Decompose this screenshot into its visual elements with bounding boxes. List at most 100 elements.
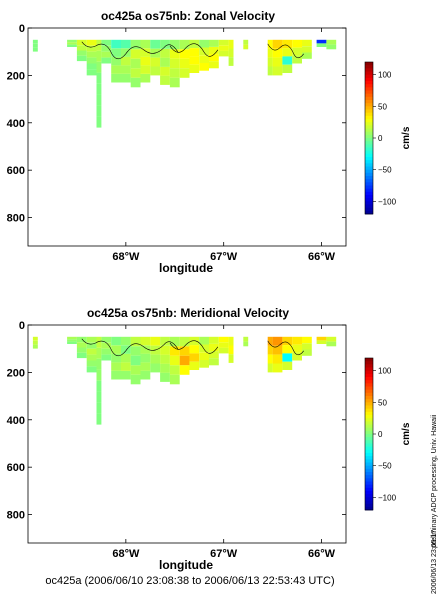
colorbar-segment	[365, 373, 373, 378]
velocity-cell	[272, 39, 283, 49]
colorbar-segment	[365, 119, 373, 123]
colorbar-tick-label: 50	[378, 102, 387, 111]
velocity-cell	[86, 69, 97, 76]
velocity-cell	[86, 39, 97, 46]
velocity-cell	[86, 63, 97, 70]
velocity-cell	[67, 39, 77, 43]
colorbar-segment	[365, 459, 373, 463]
x-tick-label: 66°W	[308, 251, 336, 263]
contour-line	[267, 340, 304, 356]
colorbar-segment	[365, 71, 373, 76]
velocity-cell	[267, 354, 273, 364]
colorbar-segment	[365, 383, 373, 387]
velocity-cell	[111, 39, 121, 49]
colorbar-segment	[365, 163, 373, 167]
velocity-cell	[302, 39, 312, 47]
velocity-cell	[76, 352, 87, 359]
colorbar-segment	[365, 377, 373, 381]
colorbar-segment	[365, 138, 373, 142]
velocity-cell	[96, 347, 102, 359]
colorbar-segment	[365, 472, 373, 476]
velocity-cell	[228, 336, 234, 346]
velocity-cell	[67, 341, 77, 344]
y-tick-label: 600	[7, 462, 25, 474]
velocity-cell	[189, 56, 200, 65]
velocity-cell	[169, 68, 180, 78]
x-tick-label: 67°W	[210, 251, 238, 263]
velocity-cell	[292, 352, 302, 361]
colorbar-tick-label: 0	[378, 430, 383, 439]
colorbar-segment	[365, 440, 373, 444]
plot-frame	[27, 27, 347, 247]
velocity-cell	[282, 353, 293, 362]
colorbar-segment	[365, 392, 373, 397]
velocity-cell	[67, 42, 77, 45]
velocity-cell	[121, 48, 131, 57]
velocity-cell	[218, 50, 229, 57]
y-tick-label: 0	[19, 23, 25, 35]
colorbar-segment	[365, 169, 373, 174]
velocity-cell	[160, 372, 170, 382]
velocity-cell	[243, 39, 249, 45]
velocity-cell	[101, 39, 112, 46]
velocity-cell	[150, 66, 161, 76]
colorbar-segment	[365, 443, 373, 448]
x-axis: 68°W 67°W 66°W	[112, 28, 336, 263]
velocity-cell	[130, 355, 141, 366]
chart-title: oc425a os75nb: Zonal Velocity	[101, 9, 275, 23]
colorbar-segment	[365, 122, 373, 126]
colorbar: 100 50 0 −50 −100 cm/s	[364, 61, 412, 215]
velocity-cell	[160, 354, 170, 364]
velocity-cell	[86, 336, 97, 343]
velocity-cell	[150, 39, 161, 49]
velocity-cell	[316, 39, 327, 44]
velocity-cell	[130, 68, 141, 78]
velocity-cell	[111, 65, 121, 74]
velocity-cell	[96, 116, 102, 128]
velocity-cell	[150, 336, 161, 346]
velocity-cell	[209, 39, 219, 47]
velocity-cell	[179, 68, 190, 78]
colorbar-segment	[365, 191, 373, 196]
velocity-cell	[179, 49, 190, 59]
colorbar-label: cm/s	[401, 126, 412, 149]
y-tick-label: 200	[7, 70, 25, 82]
velocity-cell	[316, 340, 327, 344]
colorbar-segment	[365, 188, 373, 193]
velocity-cell	[282, 64, 293, 73]
colorbar-segment	[365, 484, 373, 489]
colorbar-tick-label: 100	[378, 367, 392, 376]
colorbar-segment	[365, 144, 373, 148]
velocity-cell	[179, 365, 190, 375]
velocity-cell	[140, 56, 151, 66]
velocity-cell	[179, 39, 190, 50]
colorbar-segment	[365, 81, 373, 85]
velocity-cell	[76, 45, 87, 51]
timestamp: 2006/06/13 23:05:17	[431, 530, 438, 594]
velocity-cell	[140, 74, 151, 83]
colorbar-segment	[365, 370, 373, 375]
colorbar-segment	[365, 147, 373, 152]
velocity-cell	[199, 55, 209, 63]
velocity-cell	[267, 345, 273, 355]
colorbar-segment	[365, 141, 373, 145]
velocity-cell	[160, 336, 170, 346]
velocity-cell	[302, 349, 312, 356]
velocity-cell	[326, 341, 337, 347]
velocity-cell	[160, 345, 170, 355]
y-axis: 0 200 400 600 800	[7, 320, 346, 522]
velocity-cell	[76, 336, 87, 343]
velocity-cell	[121, 362, 131, 371]
contour-line	[169, 340, 219, 354]
velocity-cell	[209, 61, 219, 69]
velocity-cell	[209, 344, 219, 352]
velocity-cell	[169, 355, 180, 366]
velocity-cell	[160, 57, 170, 67]
colorbar-segment	[365, 166, 373, 171]
velocity-cell	[169, 49, 180, 59]
velocity-cell	[101, 342, 112, 349]
velocity-cell	[189, 345, 200, 354]
velocity-cell	[326, 336, 337, 342]
velocity-cell	[218, 45, 229, 51]
